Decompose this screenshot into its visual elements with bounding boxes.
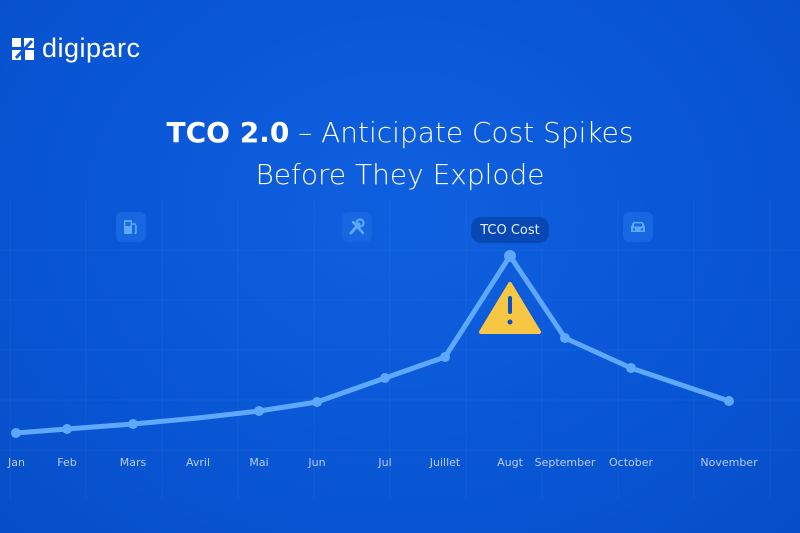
x-tick-label: November <box>700 456 758 469</box>
data-point-juillet <box>440 352 450 362</box>
x-tick-label: October <box>609 456 653 469</box>
x-tick-label: Juillet <box>429 456 461 469</box>
x-tick-label: Jul <box>377 456 391 469</box>
title-line2: Before They Explode <box>255 158 545 191</box>
x-axis-labels: Jan Feb Mars Avril Mai Jun Jul Juillet Augt Septe… <box>7 456 758 469</box>
x-tick-label: Feb <box>57 456 76 469</box>
x-tick-label: Jan <box>7 456 25 469</box>
data-point-october <box>626 363 636 373</box>
data-point-augt <box>504 250 516 262</box>
x-tick-label: Jun <box>307 456 325 469</box>
logo: digiparc <box>12 33 141 64</box>
data-point-jun <box>312 397 322 407</box>
page-title: TCO 2.0 – Anticipate Cost Spikes Before … <box>0 112 800 196</box>
x-tick-label: Augt <box>497 456 523 469</box>
x-tick-label: Mai <box>249 456 268 469</box>
digiparc-logo-icon <box>12 37 34 60</box>
peak-label: TCO Cost <box>471 217 549 243</box>
series-line <box>15 253 730 436</box>
brand-name: digiparc <box>42 33 141 63</box>
x-tick-label: September <box>535 456 596 469</box>
data-point-september <box>560 333 570 343</box>
car-icon <box>623 212 653 242</box>
warning-icon <box>479 282 541 334</box>
wrench-icon <box>342 212 372 242</box>
data-point-mars <box>128 419 138 429</box>
title-bold: TCO 2.0 <box>166 116 290 149</box>
x-tick-label: Mars <box>120 456 147 469</box>
series-points <box>11 250 734 438</box>
x-tick-label: Avril <box>186 456 210 469</box>
data-point-jan <box>11 428 21 438</box>
data-point-jul <box>380 373 390 383</box>
data-point-mai <box>254 406 264 416</box>
title-rest: – Anticipate Cost Spikes <box>289 116 634 149</box>
data-point-feb <box>62 424 72 434</box>
fuel-pump-icon <box>116 212 146 242</box>
grid <box>0 200 800 500</box>
data-point-november <box>724 396 734 406</box>
